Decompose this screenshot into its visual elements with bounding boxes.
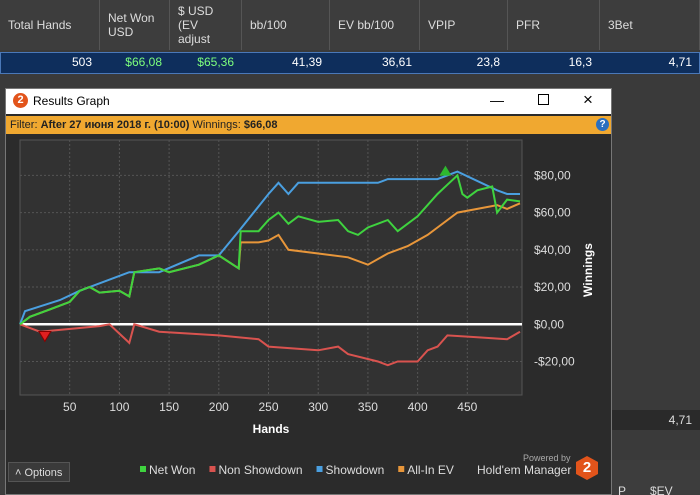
x-tick-label: 450 — [457, 400, 477, 414]
legend-swatch — [209, 466, 216, 472]
winnings-value: $66,08 — [243, 119, 278, 131]
y-tick-label: $60,00 — [534, 206, 571, 220]
cell: $66,08 — [125, 55, 162, 69]
legend-swatch — [398, 466, 405, 472]
max-marker — [439, 165, 452, 176]
x-tick-label: 300 — [308, 400, 328, 414]
legend-swatch — [140, 466, 146, 472]
cell: 23,8 — [476, 55, 500, 69]
brand: Hold'em Manager — [477, 463, 572, 477]
column-header: 3Bet — [600, 0, 700, 50]
cell: 503 — [71, 55, 92, 69]
y-tick-label: $80,00 — [534, 168, 571, 182]
plot-area — [19, 139, 523, 396]
x-tick-label: 250 — [258, 400, 278, 414]
x-tick-label: 350 — [358, 400, 378, 414]
column-header: VPIP — [420, 0, 508, 50]
cell: 36,61 — [381, 55, 412, 69]
x-tick-label: 200 — [209, 400, 229, 414]
cell: $65,36 — [197, 55, 234, 69]
legend-swatch — [316, 466, 323, 472]
cell: 4,71 — [668, 55, 692, 69]
help-icon[interactable]: ? — [596, 118, 609, 131]
legend-label: Showdown — [326, 463, 385, 477]
minimize-button[interactable]: — — [490, 92, 504, 108]
x-tick-label: 400 — [408, 400, 428, 414]
x-tick-label: 50 — [63, 400, 77, 414]
series-line — [19, 173, 521, 326]
filter-bar: Filter: After 27 июня 2018 г. (10:00) Wi… — [6, 116, 611, 134]
filter-label: Filter: — [10, 119, 38, 131]
y-tick-label: $40,00 — [534, 243, 571, 257]
column-header: EV bb/100 — [330, 0, 420, 50]
legend-label: Net Won — [149, 463, 195, 477]
y-tick-label: $20,00 — [534, 280, 571, 294]
y-tick-label: -$20,00 — [534, 354, 575, 368]
maximize-button[interactable] — [538, 94, 549, 105]
column-header: $ USD (EV adjust — [170, 0, 242, 50]
close-button[interactable]: × — [583, 90, 593, 109]
cell: 16,3 — [568, 55, 592, 69]
legend-label: All-In EV — [407, 463, 454, 477]
min-marker — [37, 330, 52, 343]
powered-by: Powered by — [523, 453, 571, 463]
title-bar — [6, 89, 611, 114]
x-axis-label: Hands — [253, 422, 290, 436]
winnings-label: Winnings: — [192, 119, 241, 131]
column-header: Total Hands — [0, 0, 100, 50]
bottom-header-cell: P — [618, 484, 627, 495]
legend-label: Non Showdown — [218, 463, 302, 477]
summary-value: 4,71 — [668, 413, 692, 427]
y-axis-label: Winnings — [581, 243, 595, 297]
cell: 41,39 — [291, 55, 322, 69]
filter-value: After 27 июня 2018 г. (10:00) — [40, 119, 190, 131]
options-button[interactable]: ˄ Options — [8, 462, 70, 482]
y-tick-label: $0,00 — [534, 317, 564, 331]
x-tick-label: 100 — [109, 400, 129, 414]
column-header: PFR — [508, 0, 600, 50]
column-header: bb/100 — [242, 0, 330, 50]
app-icon: 2 — [13, 93, 28, 108]
brand-logo: 2 — [576, 456, 598, 480]
x-tick-label: 150 — [159, 400, 179, 414]
options-label: Options — [24, 467, 63, 479]
column-header: Net Won USD — [100, 0, 170, 50]
window-title: Results Graph — [33, 94, 110, 108]
series-line — [19, 323, 521, 367]
bottom-header-cell: $EV — [650, 484, 673, 495]
